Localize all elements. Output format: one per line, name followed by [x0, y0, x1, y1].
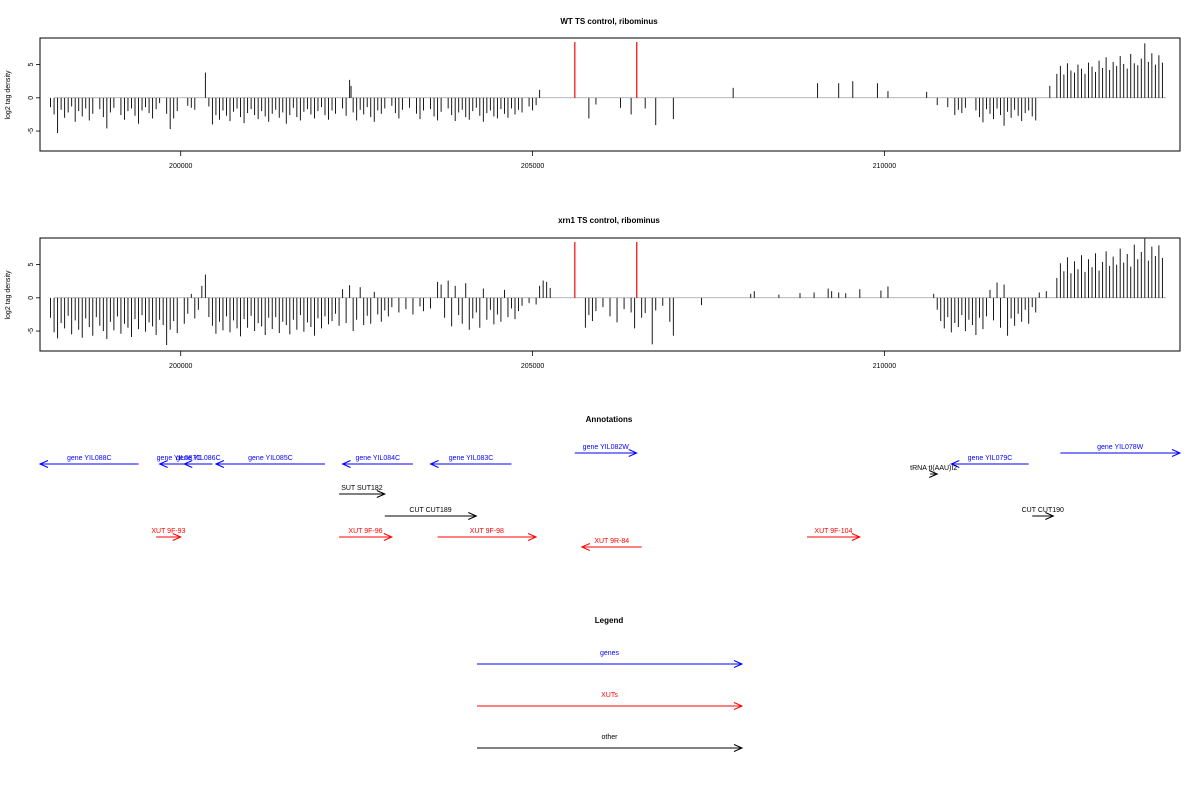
xrn1-y-axis: -5 0 5	[28, 263, 40, 334]
legend-label: XUTs	[601, 692, 618, 699]
wt-track-panel: WT TS control, ribominus log2 tag densit…	[5, 17, 1181, 170]
annotation-label: tRNA tI(AAU)I2	[910, 465, 957, 472]
annotation-label: gene YIL082W	[583, 444, 630, 451]
annotation-feature: gene YIL083C	[429, 455, 512, 468]
annotation-label: XUT 9F-104	[814, 528, 852, 535]
xrn1-highlight-lines	[574, 242, 638, 298]
annotation-arrowhead	[580, 543, 591, 551]
legend-arrowhead	[733, 660, 744, 668]
wt-xtick-label: 200000	[169, 163, 192, 170]
annotation-label: CUT CUT190	[1022, 507, 1064, 514]
annotation-arrowhead	[38, 460, 49, 468]
annotations-track: Annotations gene YIL088C gene YIL087Cgene…	[38, 415, 1182, 551]
annotation-label: XUT 9F-96	[348, 528, 382, 535]
annotation-feature: CUT CUT189	[384, 507, 478, 520]
xrn1-ytick-label: 0	[28, 296, 35, 300]
wt-bars	[50, 43, 1166, 134]
annotation-label: CUT CUT189	[409, 507, 451, 514]
annotation-feature: gene YIL078W	[1060, 444, 1182, 457]
annotation-feature: gene YIL079C	[950, 455, 1029, 468]
xrn1-panel-title: xrn1 TS control, ribominus	[558, 216, 660, 225]
annotation-arrowhead	[383, 533, 394, 541]
legend-entries: genes XUTs other	[477, 650, 744, 752]
annotation-label: SUT SUT182	[341, 485, 383, 492]
annotation-feature: gene YIL085C	[214, 455, 325, 468]
annotation-arrowhead	[183, 460, 193, 468]
legend-entry: other	[477, 734, 744, 752]
annotation-arrowhead	[527, 533, 538, 541]
annotation-arrowhead	[468, 512, 478, 520]
annotation-label: gene YIL086C	[176, 455, 221, 462]
annotation-arrowhead	[172, 533, 182, 541]
annotation-arrowhead	[214, 460, 225, 468]
annotation-label: XUT 9R-84	[594, 538, 629, 545]
xrn1-xtick-label: 205000	[521, 363, 544, 370]
xrn1-track-panel: xrn1 TS control, ribominus log2 tag dens…	[5, 216, 1181, 370]
legend-title: Legend	[595, 616, 624, 625]
wt-x-axis: 200000 205000 210000	[169, 151, 896, 170]
annotation-label: XUT 9F-93	[151, 528, 185, 535]
annotation-arrowhead	[1171, 449, 1182, 457]
wt-ytick-label: 5	[28, 63, 35, 67]
wt-xtick-label: 210000	[873, 163, 896, 170]
wt-highlight-lines	[574, 42, 638, 98]
legend-entry: XUTs	[477, 692, 744, 710]
annotation-label: gene YIL087C	[157, 455, 202, 462]
wt-ytick-label: 0	[28, 96, 35, 100]
annotation-feature: tRNA tI(AAU)I2	[910, 465, 957, 478]
annotations-title: Annotations	[586, 415, 633, 424]
xrn1-bars	[50, 238, 1166, 346]
annotation-feature: SUT SUT182	[339, 485, 387, 498]
wt-y-axis: -5 0 5	[28, 63, 40, 134]
annotation-arrowhead	[628, 449, 638, 457]
annotation-feature: XUT 9F-93	[151, 528, 186, 541]
legend-label: other	[602, 734, 619, 741]
annotation-feature: gene YIL086C	[176, 455, 221, 468]
annotation-feature: gene YIL082W	[574, 444, 638, 457]
annotation-feature: XUT 9R-84	[580, 538, 642, 551]
annotation-feature: XUT 9F-104	[807, 528, 862, 541]
xrn1-plot-frame	[39, 237, 1181, 352]
legend-label: genes	[600, 650, 620, 657]
xrn1-ytick-label: -5	[28, 328, 35, 334]
annotation-label: gene YIL084C	[355, 455, 400, 462]
annotation-arrowhead	[1045, 512, 1055, 520]
annotation-label: gene YIL079C	[968, 455, 1013, 462]
legend: Legend genes XUTs other	[477, 616, 744, 752]
wt-panel-title: WT TS control, ribominus	[560, 17, 658, 26]
annotation-arrowhead	[851, 533, 862, 541]
annotation-feature: gene YIL084C	[341, 455, 413, 468]
legend-entry: genes	[477, 650, 744, 668]
annotation-arrowhead	[376, 490, 387, 498]
annotation-arrowhead	[158, 460, 168, 468]
legend-arrowhead	[733, 744, 744, 752]
annotation-label: gene YIL085C	[248, 455, 293, 462]
xrn1-ytick-label: 5	[28, 263, 35, 267]
legend-arrowhead	[733, 702, 744, 710]
annotation-feature: CUT CUT190	[1022, 507, 1064, 520]
annotation-label: gene YIL083C	[449, 455, 494, 462]
annotation-label: gene YIL078W	[1097, 444, 1144, 451]
xrn1-xtick-label: 200000	[169, 363, 192, 370]
annotation-feature: XUT 9F-96	[339, 528, 394, 541]
annotation-label: XUT 9F-98	[470, 528, 504, 535]
wt-ytick-label: -5	[28, 128, 35, 134]
wt-ylabel: log2 tag density	[5, 70, 12, 120]
annotation-label: gene YIL088C	[67, 455, 112, 462]
wt-xtick-label: 205000	[521, 163, 544, 170]
annotation-arrowhead	[429, 460, 439, 468]
annotation-feature: gene YIL088C	[38, 455, 139, 468]
wt-plot-frame	[39, 37, 1181, 152]
annotation-feature: XUT 9F-98	[437, 528, 538, 541]
xrn1-xtick-label: 210000	[873, 363, 896, 370]
xrn1-x-axis: 200000 205000 210000	[169, 351, 896, 370]
annotation-arrowhead	[929, 470, 939, 478]
xrn1-ylabel: log2 tag density	[5, 270, 12, 320]
annotation-arrowhead	[341, 460, 351, 468]
annotation-arrowhead	[950, 460, 960, 468]
